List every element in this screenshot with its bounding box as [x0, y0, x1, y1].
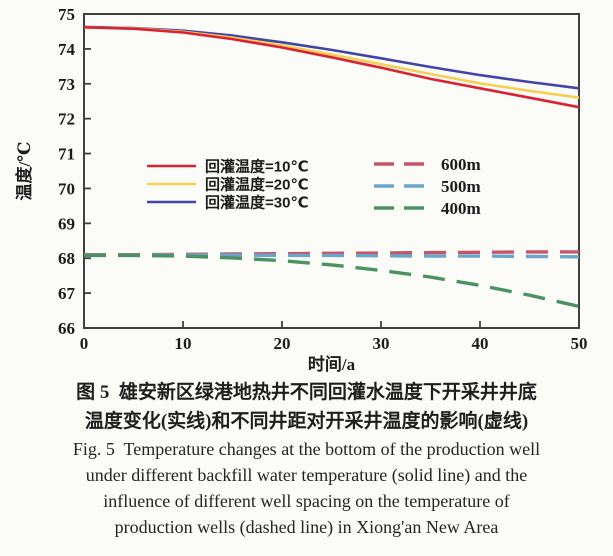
legend-label: 400m: [441, 199, 481, 218]
caption-zh-line1: 图 5 雄安新区绿港地热井不同回灌水温度下开采井井底: [76, 382, 537, 403]
series-line-回灌温度=20℃: [83, 26, 580, 99]
legend-item-回灌温度=20℃: 回灌温度=20℃: [147, 176, 309, 194]
legend-item-400m: 400m: [374, 199, 481, 218]
caption-en-line1: Fig. 5 Temperature changes at the bottom…: [72, 439, 541, 459]
temperature-line-chart: 0 10 20 30 40 50 66 67 68 69 70 71 72 73 74 75 时间/a 温度/℃ 回…: [14, 5, 588, 374]
y-tick-label: 71: [58, 145, 75, 164]
caption-zh-line2: 温度变化(实线)和不同井距对开采井温度的影响(虚线): [84, 411, 529, 432]
y-tick-label: 66: [58, 319, 75, 338]
legend-label: 600m: [441, 155, 481, 174]
legend-item-回灌温度=10℃: 回灌温度=10℃: [147, 158, 309, 176]
x-tick-label: 30: [373, 334, 390, 353]
legend-label: 回灌温度=30℃: [205, 194, 309, 212]
caption-en-line2: under different backfill water temperatu…: [85, 465, 528, 485]
series-line-回灌温度=10℃: [83, 26, 580, 109]
y-tick-label: 70: [58, 179, 75, 198]
x-tick-label: 40: [472, 334, 489, 353]
x-tick-label: 50: [571, 334, 588, 353]
y-tick-label: 75: [58, 5, 75, 24]
y-tick-label: 68: [58, 249, 75, 268]
figure-caption: 图 5 雄安新区绿港地热井不同回灌水温度下开采井井底 温度变化(实线)和不同井距…: [0, 378, 613, 540]
x-tick-label: 0: [80, 334, 89, 353]
legend-label: 回灌温度=10℃: [205, 158, 309, 176]
y-tick-label: 74: [58, 40, 76, 59]
legend-label: 500m: [441, 177, 481, 196]
legend-item-600m: 600m: [374, 155, 481, 174]
series-line-400m: [84, 253, 580, 309]
x-tick-label: 10: [175, 334, 192, 353]
legend-item-回灌温度=30℃: 回灌温度=30℃: [147, 194, 309, 212]
y-axis-label: 温度/℃: [14, 141, 34, 200]
y-tick-label: 67: [58, 284, 76, 303]
caption-en-line4: production wells (dashed line) in Xiong'…: [114, 517, 499, 537]
y-tick-label: 72: [58, 110, 75, 129]
x-tick-label: 20: [274, 334, 291, 353]
legend-label: 回灌温度=20℃: [205, 176, 309, 194]
y-tick-label: 73: [58, 75, 75, 94]
plot-border: [83, 13, 580, 329]
y-tick-label: 69: [58, 214, 75, 233]
legend-item-500m: 500m: [374, 177, 481, 196]
x-axis-label: 时间/a: [308, 354, 356, 374]
caption-en-line3: influence of different well spacing on t…: [103, 491, 510, 511]
